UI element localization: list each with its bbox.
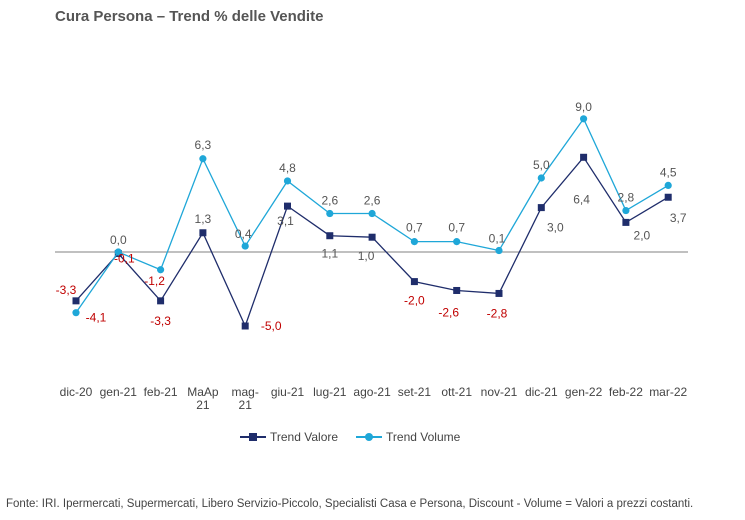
data-point-trend-volume (283, 177, 292, 185)
data-point-trend-volume (580, 115, 588, 123)
data-label-trend-valore: 3,7 (670, 211, 687, 225)
data-point-trend-volume (199, 155, 207, 163)
data-point-trend-volume (72, 309, 80, 317)
data-point-trend-volume (537, 174, 545, 182)
data-point-trend-volume (495, 246, 503, 255)
data-label-trend-valore: 3,1 (277, 214, 294, 228)
x-tick-label: gen-22 (565, 385, 603, 399)
data-label-trend-volume: 0,7 (448, 221, 465, 235)
x-tick-label: giu-21 (271, 385, 305, 399)
x-tick-label: ago-21 (353, 385, 391, 399)
data-label-trend-volume: 4,8 (279, 161, 296, 175)
data-point-trend-valore (495, 289, 503, 297)
data-point-trend-valore (284, 202, 291, 210)
data-label-trend-valore: -2,6 (438, 305, 459, 319)
data-point-trend-volume (664, 181, 672, 189)
x-tick-label: 21 (196, 398, 210, 412)
data-label-trend-volume: 2,6 (321, 194, 338, 208)
data-point-trend-valore (453, 286, 461, 294)
data-label-trend-valore: -5,0 (261, 319, 282, 333)
data-point-trend-valore (410, 278, 418, 286)
data-label-trend-volume: 0,7 (406, 221, 423, 235)
data-point-trend-volume (453, 238, 461, 246)
legend-label-trend-volume: Trend Volume (386, 430, 461, 444)
data-label-trend-valore: 2,0 (634, 228, 651, 242)
data-label-trend-valore: 3,0 (547, 221, 564, 235)
data-label-trend-volume: 2,6 (364, 194, 381, 208)
data-label-trend-volume: 9,0 (575, 100, 592, 114)
data-point-trend-valore (72, 297, 80, 305)
data-label-trend-volume: -1,2 (144, 274, 165, 288)
x-tick-label: MaAp (187, 385, 219, 399)
data-label-trend-valore: 6,4 (573, 192, 590, 206)
data-point-trend-volume (241, 242, 249, 250)
legend-swatch-square-icon (240, 432, 266, 442)
data-point-trend-valore (580, 153, 588, 161)
data-point-trend-valore (199, 229, 207, 237)
data-label-trend-volume: 0,1 (489, 232, 506, 246)
x-tick-label: mag- (232, 385, 259, 399)
x-tick-label: set-21 (398, 385, 432, 399)
legend-label-trend-valore: Trend Valore (270, 430, 339, 444)
data-label-trend-volume: 2,8 (618, 191, 635, 205)
data-point-trend-valore (368, 233, 376, 241)
legend-item-trend-volume: Trend Volume (356, 430, 460, 444)
data-point-trend-volume (622, 206, 630, 215)
data-label-trend-volume: 5,0 (533, 158, 550, 172)
data-label-trend-volume: -4,1 (86, 311, 107, 325)
data-point-trend-volume (157, 266, 165, 274)
data-label-trend-valore: -3,3 (56, 283, 77, 297)
x-tick-label: ott-21 (441, 385, 472, 399)
data-label-trend-valore: 1,3 (195, 212, 212, 226)
data-point-trend-valore (241, 322, 249, 330)
x-tick-label: dic-21 (525, 385, 558, 399)
data-point-trend-valore (622, 218, 630, 226)
data-label-trend-volume: 6,3 (195, 138, 212, 152)
legend-item-trend-valore: Trend Valore (240, 430, 338, 444)
data-label-trend-valore: 1,1 (321, 247, 338, 261)
series-line-trend-valore (75, 156, 669, 328)
chart-title: Cura Persona – Trend % delle Vendite (55, 8, 324, 25)
x-tick-label: dic-20 (60, 385, 93, 399)
x-tick-label: 21 (239, 398, 253, 412)
series-layer (72, 115, 672, 330)
legend-swatch-circle-icon (356, 432, 383, 442)
data-labels: -3,3 -0,1 -3,3 1,3 -5,0 3,1 1,1 1,0 -2,0 -2,6 -2,8… (56, 100, 687, 333)
x-tick-label: nov-21 (481, 385, 518, 399)
data-label-trend-volume: 0,4 (235, 227, 252, 241)
data-point-trend-valore (664, 193, 672, 201)
legend: Trend Valore Trend Volume (240, 430, 478, 444)
data-label-trend-valore: 1,0 (358, 249, 375, 263)
x-tick-label: feb-22 (609, 385, 643, 399)
data-point-trend-volume (114, 248, 122, 256)
data-point-trend-volume (326, 209, 334, 218)
x-tick-label: gen-21 (100, 385, 138, 399)
data-point-trend-valore (326, 232, 334, 240)
data-label-trend-volume: 4,5 (660, 165, 677, 179)
data-label-trend-valore: -2,8 (487, 306, 508, 320)
data-label-trend-volume: 0,0 (110, 233, 127, 247)
data-point-trend-valore (157, 297, 165, 305)
data-point-trend-volume (410, 238, 418, 246)
x-tick-label: mar-22 (649, 385, 687, 399)
x-tick-label: feb-21 (144, 385, 178, 399)
data-point-trend-volume (368, 209, 376, 218)
data-label-trend-valore: -3,3 (150, 314, 171, 328)
data-label-trend-valore: -0,1 (114, 251, 135, 265)
data-point-trend-valore (537, 204, 545, 212)
data-label-trend-valore: -2,0 (404, 294, 425, 308)
x-tick-label: lug-21 (313, 385, 347, 399)
source-note: Fonte: IRI. Ipermercati, Supermercati, L… (6, 498, 694, 510)
